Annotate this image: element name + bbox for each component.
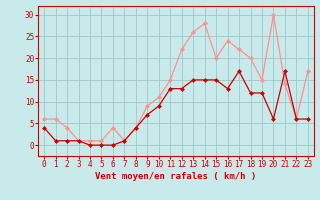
X-axis label: Vent moyen/en rafales ( km/h ): Vent moyen/en rafales ( km/h ): [95, 172, 257, 181]
